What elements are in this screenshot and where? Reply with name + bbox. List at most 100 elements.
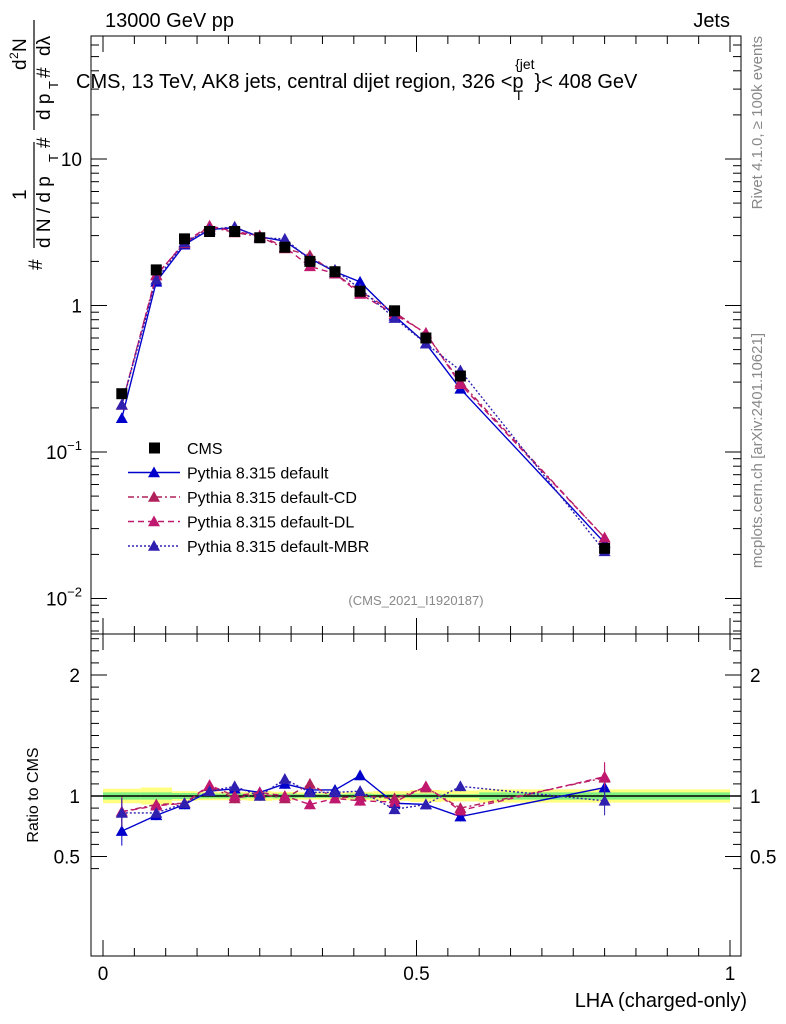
ratio-point-2-7 [303, 798, 316, 810]
mcplots-tag: mcplots.cern.ch [arXiv:2401.10621] [749, 333, 766, 568]
main-point-2-13 [598, 531, 611, 543]
legend-label-2: Pythia 8.315 default-DL [187, 515, 354, 532]
ratio-point-3-1 [150, 806, 163, 818]
ratio-point-3-2 [178, 797, 191, 809]
x-tick-label-1: 0.5 [403, 964, 429, 985]
plot-title-end: }< 408 GeV [535, 71, 639, 93]
cms-data-point-4 [229, 225, 241, 237]
cms-data-point-12 [454, 370, 466, 382]
main-point-2-12 [454, 378, 467, 390]
cms-data-point-1 [150, 264, 162, 276]
legend-marker-0 [148, 466, 160, 478]
ratio-point-2-13 [598, 770, 611, 782]
ratio-y-tick-label-2: 2 [69, 666, 80, 687]
ratio-series-group [115, 762, 611, 846]
ratio-point-2-4 [228, 790, 241, 801]
ratio-point-0-12 [454, 810, 467, 822]
main-point-0-9 [354, 275, 367, 287]
ratio-y-tick-label-1: 1 [69, 787, 80, 808]
ratio-point-3-6 [278, 773, 291, 784]
ratio-point-2-6 [278, 790, 291, 801]
main-point-3-10 [388, 312, 401, 323]
plot-title-sup: {jet [515, 56, 535, 72]
ratio-y-tick-label-right-1: 1 [750, 787, 761, 808]
ratio-axis-ticks: 0.5 0.5 1 1 2 2 [54, 638, 776, 870]
main-point-3-1 [150, 273, 163, 285]
ratio-y-axis-label: Ratio to CMS [25, 747, 42, 842]
plot-title-main: CMS, 13 TeV, AK8 jets, central dijet reg… [76, 71, 524, 93]
y-label-n: N [10, 38, 31, 52]
ratio-point-3-10 [388, 803, 401, 815]
rivet-version: Rivet 4.1.0, ≥ 100k events [749, 36, 766, 209]
x-tick-label-0: 0 [98, 964, 109, 985]
ratio-point-3-3 [203, 785, 216, 796]
ratio-y-tick-label-right-0: 0.5 [750, 848, 776, 869]
ratio-point-2-10 [388, 796, 401, 807]
cms-data-point-13 [599, 542, 611, 554]
ratio-point-3-4 [228, 780, 241, 792]
main-y-tick-label-exp-0: −2 [67, 585, 82, 600]
main-y-tick-label-2: 1 [71, 297, 82, 318]
y-label-hash-1: # [26, 259, 47, 270]
cms-data-point-6 [279, 241, 291, 253]
legend-marker-3 [148, 540, 160, 551]
ratio-point-3-5 [253, 790, 266, 801]
ratio-point-3-7 [303, 786, 316, 798]
cms-data-point-9 [354, 285, 366, 297]
legend-label-cms: CMS [187, 441, 223, 458]
y-label-dpt-dl: d p [34, 94, 55, 120]
ratio-line-0 [121, 774, 605, 832]
legend-label-3: Pythia 8.315 default-MBR [187, 539, 369, 556]
y-label-t2: T [46, 81, 61, 89]
ratio-point-2-8 [328, 792, 341, 804]
ratio-point-2-1 [150, 799, 163, 811]
legend: CMS Pythia 8.315 default Pythia 8.315 defa… [128, 441, 369, 556]
ratio-point-2-12 [454, 804, 467, 816]
main-point-0-0 [115, 412, 128, 424]
cms-data-point-5 [254, 232, 266, 244]
ratio-point-0-0 [115, 825, 128, 836]
ratio-point-3-8 [328, 786, 341, 798]
main-point-3-0 [115, 398, 128, 410]
cms-data-point-10 [389, 305, 401, 317]
y-label-hash-2: # [34, 137, 55, 148]
plot-title-sub: T [515, 87, 524, 103]
plot-title: CMS, 13 TeV, AK8 jets, central dijet reg… [76, 56, 638, 103]
x-axis-label: LHA (charged-only) [575, 990, 747, 1012]
main-y-tick-label-3: 10 [61, 150, 82, 171]
y-label-hash-3: # [34, 67, 55, 78]
y-label-d2n: d [10, 59, 31, 70]
ratio-point-2-9 [354, 794, 367, 806]
legend-marker-1 [148, 491, 160, 502]
y-label-one: 1 [10, 189, 31, 200]
ratio-point-2-3 [203, 779, 216, 790]
main-point-3-6 [278, 232, 291, 244]
main-y-tick-label-base-2: 1 [71, 297, 82, 318]
ratio-point-0-9 [354, 769, 367, 781]
x-tick-label-2: 1 [725, 964, 736, 985]
ratio-y-tick-label-right-2: 2 [750, 666, 761, 687]
cms-data-point-3 [204, 225, 216, 237]
ratio-point-3-9 [354, 785, 367, 796]
main-y-tick-label-base-3: 10 [61, 150, 82, 171]
legend-label-0: Pythia 8.315 default [187, 466, 329, 483]
header-right: Jets [693, 10, 730, 32]
y-label-dlambda: dλ [34, 35, 55, 56]
ratio-point-3-13 [598, 794, 611, 806]
legend-label-1: Pythia 8.315 default-CD [187, 490, 357, 507]
ratio-point-3-12 [454, 780, 467, 792]
header-left: 13000 GeV pp [105, 10, 234, 32]
cms-data-point-11 [420, 332, 432, 344]
analysis-tag: (CMS_2021_I1920187) [348, 593, 483, 608]
main-y-tick-label-base-0: 10 [46, 590, 67, 611]
main-y-tick-label-exp-1: −1 [67, 438, 82, 453]
main-y-tick-label-0: 10−2 [46, 585, 82, 611]
ratio-point-1-7 [303, 777, 316, 789]
cms-data-point-8 [329, 266, 341, 278]
ratio-y-tick-label-0: 0.5 [54, 848, 80, 869]
main-line-1 [121, 225, 606, 539]
ratio-line-3 [121, 778, 605, 814]
ratio-line-2 [121, 775, 605, 813]
